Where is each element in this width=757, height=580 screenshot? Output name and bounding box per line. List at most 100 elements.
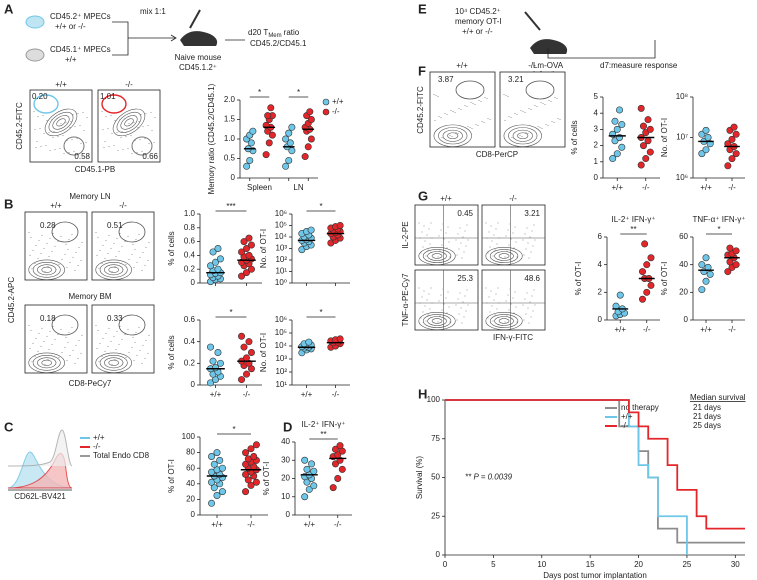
data-point — [250, 452, 258, 460]
y-axis-label: No. of OT-I — [660, 118, 669, 157]
event-dot — [513, 312, 515, 314]
event-dot — [511, 137, 513, 138]
event-dot — [34, 129, 36, 131]
event-dot — [460, 307, 462, 309]
event-dot — [511, 253, 513, 255]
event-dot — [515, 241, 517, 243]
data-point — [247, 241, 255, 249]
data-point — [208, 452, 216, 460]
data-point — [639, 122, 647, 130]
significance-label: ** — [630, 225, 636, 234]
event-dot — [82, 112, 84, 114]
schematic-a: CD45.2⁺ MPECs +/+ or -/- CD45.1⁺ MPECs +… — [25, 7, 307, 72]
arrow — [170, 34, 177, 42]
event-dot — [118, 343, 120, 345]
data-point — [238, 332, 246, 340]
chart-title: IL-2⁺ IFN-γ⁺ — [611, 215, 655, 224]
event-dot — [497, 287, 499, 289]
gate-value: 48.6 — [524, 274, 540, 283]
y-tick-label: 10⁷ — [676, 133, 688, 142]
event-dot — [456, 254, 458, 256]
gate — [33, 94, 59, 114]
column-label: +/+ — [440, 194, 452, 203]
event-dot — [440, 229, 442, 231]
y-axis-label: % of cells — [570, 120, 579, 154]
event-dot — [464, 295, 466, 297]
event-dot — [34, 262, 36, 264]
event-dot — [99, 342, 101, 344]
event-dot — [105, 116, 107, 118]
event-dot — [131, 153, 133, 155]
event-dot — [131, 253, 133, 255]
y-tick-label: 0.2 — [184, 358, 196, 367]
arrow — [112, 21, 175, 56]
event-dot — [467, 239, 469, 241]
y-tick-label: 10⁸ — [676, 92, 688, 101]
event-dot — [51, 343, 53, 345]
event-dot — [496, 243, 498, 245]
y-tick-label: 10⁶ — [275, 209, 287, 218]
event-dot — [121, 338, 123, 340]
contour — [508, 127, 538, 145]
event-dot — [130, 271, 132, 273]
y-tick-label: 2 — [598, 287, 603, 296]
event-dot — [466, 106, 468, 107]
event-dot — [511, 318, 513, 320]
event-dot — [74, 362, 76, 364]
event-dot — [105, 239, 107, 241]
event-dot — [527, 133, 529, 134]
y-tick-label: 10⁵ — [275, 221, 287, 230]
event-dot — [424, 240, 426, 242]
data-point — [252, 478, 260, 486]
x-axis-label: CD62L-BV421 — [14, 492, 66, 501]
event-dot — [148, 143, 150, 145]
event-dot — [533, 130, 535, 131]
event-dot — [550, 101, 552, 102]
contour — [28, 352, 65, 373]
event-dot — [516, 256, 518, 258]
y-tick-label: 0 — [191, 380, 196, 389]
y-tick-label: 10¹ — [275, 380, 287, 389]
y-axis-label: % of OT-I — [660, 262, 669, 296]
gate — [118, 314, 146, 336]
event-dot — [430, 287, 432, 289]
event-dot — [456, 319, 458, 321]
event-dot — [442, 288, 444, 290]
event-dot — [487, 317, 489, 319]
event-dot — [440, 294, 442, 296]
event-dot — [138, 233, 140, 235]
contour — [494, 251, 514, 261]
median-label: 21 days — [693, 412, 721, 421]
event-dot — [532, 245, 534, 247]
event-dot — [448, 241, 450, 243]
contour — [112, 108, 146, 137]
event-dot — [498, 237, 500, 239]
data-point — [618, 121, 626, 129]
event-dot — [138, 326, 140, 328]
data-point — [210, 484, 218, 492]
event-dot — [141, 269, 143, 271]
event-dot — [115, 255, 117, 257]
gate — [131, 136, 153, 156]
y-tick-label: 4 — [594, 108, 599, 117]
event-dot — [523, 319, 525, 321]
event-dot — [441, 244, 443, 246]
event-dot — [66, 266, 68, 268]
event-dot — [28, 324, 30, 326]
data-point — [303, 465, 311, 473]
event-dot — [42, 115, 44, 117]
event-dot — [531, 230, 533, 232]
data-point — [247, 348, 255, 356]
data-point — [641, 240, 649, 248]
event-dot — [485, 222, 487, 224]
contour — [442, 129, 463, 142]
event-dot — [136, 261, 138, 263]
event-dot — [506, 315, 508, 317]
y-tick-label: 50 — [431, 473, 440, 482]
event-dot — [434, 120, 436, 121]
contour — [41, 359, 52, 366]
event-dot — [63, 364, 65, 366]
event-dot — [35, 244, 37, 246]
event-dot — [68, 152, 70, 154]
